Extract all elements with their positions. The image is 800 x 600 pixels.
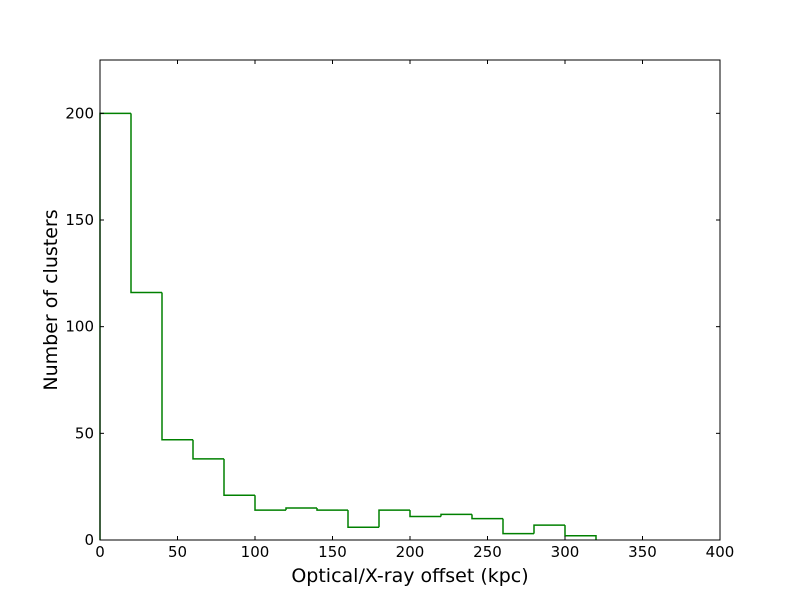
histogram-step <box>99 112 131 540</box>
x-tick-label: 300 <box>551 543 580 561</box>
histogram-step <box>378 509 410 528</box>
x-tick-label: 50 <box>168 543 187 561</box>
histogram-step <box>471 514 503 520</box>
x-tick-label: 100 <box>241 543 270 561</box>
x-tick-label: 150 <box>318 543 347 561</box>
histogram-step <box>409 510 441 518</box>
y-tick-label: 100 <box>65 318 94 336</box>
y-tick-label: 0 <box>84 531 94 549</box>
histogram-step <box>564 525 597 540</box>
histogram-step <box>161 292 193 441</box>
plot-frame <box>99 59 721 541</box>
x-tick-label: 350 <box>628 543 657 561</box>
x-axis-label: Optical/X-ray offset (kpc) <box>291 565 528 587</box>
histogram-step <box>502 518 534 535</box>
y-axis-label: Number of clusters <box>40 209 62 390</box>
histogram-step <box>533 524 565 534</box>
x-tick-label: 400 <box>706 543 735 561</box>
histogram-step <box>347 510 379 528</box>
x-tick-label: 250 <box>473 543 502 561</box>
x-tick-label: 0 <box>95 543 105 561</box>
histogram-step <box>192 439 224 460</box>
y-tick-label: 200 <box>65 104 94 122</box>
histogram-step <box>440 513 472 517</box>
y-tick-label: 50 <box>75 424 94 442</box>
histogram-step <box>316 508 348 511</box>
histogram-step <box>130 113 162 294</box>
y-tick-label: 150 <box>65 211 94 229</box>
x-tick-label: 200 <box>396 543 425 561</box>
histogram-step <box>254 495 286 511</box>
histogram-step <box>285 507 317 511</box>
histogram-step <box>223 458 255 496</box>
